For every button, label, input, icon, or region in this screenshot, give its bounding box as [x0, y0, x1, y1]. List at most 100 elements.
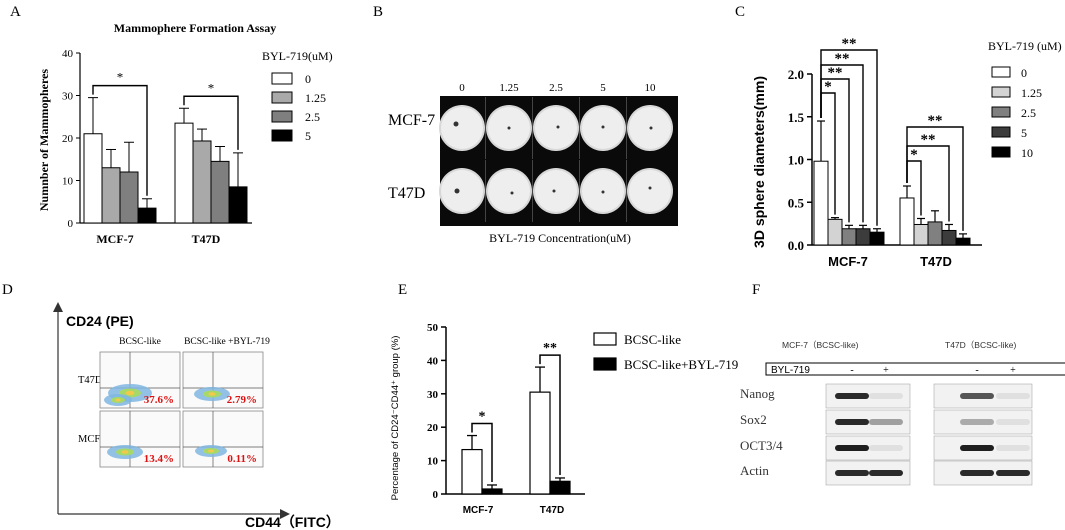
chart-a-significance-label: *: [208, 80, 215, 95]
chart-c-legend-label: 10: [1021, 146, 1033, 160]
blot-band: [996, 470, 1030, 476]
chart-e-significance-bracket: [539, 354, 561, 475]
sphere-concentration-label: 10: [645, 82, 657, 94]
chart-a-legend-label: 0: [305, 72, 311, 86]
chart-e-significance-bracket: [471, 422, 493, 482]
chart-c-bar: [899, 197, 915, 246]
chart-c: 0.00.51.01.52.0 3D sphere diameters(mm) …: [751, 36, 1062, 269]
sphere-well-center: [535, 170, 577, 212]
flow-xlabel: CD44（FITC）: [245, 514, 340, 530]
chart-c-bar: [941, 229, 957, 246]
sphere-spheroid: [454, 188, 460, 194]
chart-c-significance-label: *: [824, 79, 832, 95]
chart-c-legend-swatch: [991, 146, 1011, 158]
sphere-spheroid: [648, 186, 652, 190]
flow-y-arrowhead: [53, 302, 63, 312]
blot-band: [996, 393, 1030, 399]
flow-row-label-mcf7: MCF-7: [78, 434, 109, 445]
chart-c-legend-swatch: [991, 106, 1011, 118]
sphere-image-panel: 0 1.25 2.5 5 10 MCF-7 T47D BYL-719 Concentra…: [388, 82, 678, 245]
sphere-concentration-label: 0: [459, 82, 465, 94]
chart-c-legend-label: 0: [1021, 66, 1027, 80]
blot-band: [960, 419, 994, 425]
sphere-spheroid: [453, 121, 459, 127]
sphere-row-label-t47d: T47D: [388, 185, 425, 202]
chart-a-legend-swatch: [271, 72, 293, 85]
blot-treatment-sign: -: [975, 365, 978, 376]
blot-band: [835, 445, 869, 451]
flow-col-label-control: BCSC-like: [119, 337, 161, 347]
chart-c-bar: [827, 218, 843, 246]
chart-a-legend-title: BYL-719(uM): [262, 49, 333, 63]
blot-treatment-sign: +: [883, 365, 889, 376]
chart-a-title: Mammophere Formation Assay: [114, 21, 276, 35]
chart-c-legend-title: BYL-719 (uM): [988, 39, 1062, 53]
chart-c-ytick-label: 0.5: [788, 195, 805, 210]
chart-a-ytick-label: 20: [62, 133, 74, 145]
chart-a-ylabel: Numnber of Mammopheres: [37, 69, 51, 212]
chart-c-legend-label: 2.5: [1021, 106, 1036, 120]
chart-a-ytick-label: 0: [68, 218, 74, 230]
chart-e-ytick-label: 20: [427, 422, 439, 434]
blot-band: [835, 470, 869, 476]
chart-a-bar: [228, 186, 248, 224]
chart-e-ytick-label: 30: [427, 389, 439, 401]
sphere-well-center: [535, 107, 577, 149]
flow-percentage: 37.6%: [144, 394, 174, 406]
flow-percentage: 0.11%: [227, 453, 257, 465]
western-blot-panel: MCF-7（BCSC-like) T47D（BCSC-like) BYL-719…: [740, 340, 1065, 486]
chart-a-legend-swatch: [271, 91, 293, 104]
blot-protein-label: Nanog: [740, 386, 775, 401]
chart-a-bar: [192, 140, 212, 224]
chart-c-ytick-label: 1.5: [788, 110, 805, 125]
flow-x-arrowhead: [280, 509, 290, 519]
blot-band: [996, 445, 1030, 451]
sphere-concentration-label: 1.25: [499, 82, 519, 94]
chart-c-ytick-label: 2.0: [788, 67, 804, 82]
chart-e-legend-swatch: [593, 332, 617, 346]
flow-event-peak: [121, 450, 129, 454]
flow-event-peak: [125, 390, 135, 396]
blot-band: [869, 419, 903, 425]
chart-a-category-mcf7: MCF-7: [96, 232, 133, 246]
blot-treatment-sign: +: [1010, 365, 1016, 376]
chart-c-bar: [955, 237, 971, 246]
chart-c-bar: [869, 231, 885, 246]
chart-c-bar: [841, 228, 857, 246]
chart-e-significance-label: *: [479, 410, 486, 425]
chart-c-significance-label: **: [835, 51, 850, 67]
blot-protein-label: OCT3/4: [740, 438, 783, 453]
chart-a-bar: [174, 122, 194, 224]
chart-c-bar: [927, 221, 943, 246]
chart-a-significance-bracket: [92, 84, 148, 196]
blot-band: [835, 419, 869, 425]
chart-c-legend-label: 1.25: [1021, 86, 1042, 100]
chart-a-ytick-label: 10: [62, 176, 74, 188]
chart-a-legend-label: 2.5: [305, 110, 320, 124]
sphere-spheroid: [649, 126, 653, 130]
chart-a-bar: [137, 207, 157, 224]
panel-letter-f: F: [752, 282, 761, 298]
chart-c-ytick-label: 1.0: [788, 153, 804, 168]
flow-cytometry-panel: CD24 (PE) CD44（FITC） BCSC-like BCSC-like…: [53, 302, 340, 530]
chart-c-legend-swatch: [991, 126, 1011, 138]
chart-a-ytick-label: 30: [62, 91, 74, 103]
flow-plot-frame: [99, 410, 181, 468]
panel-letter-b: B: [373, 4, 384, 20]
panel-letter-c: C: [735, 4, 746, 20]
chart-a-legend-swatch: [271, 110, 293, 123]
sphere-spheroid: [552, 189, 556, 193]
chart-c-ytick-label: 0.0: [788, 238, 804, 253]
chart-a-significance-label: *: [117, 70, 124, 85]
flow-event-peak: [207, 449, 215, 453]
sphere-well-center: [488, 170, 530, 212]
flow-ylabel: CD24 (PE): [66, 313, 134, 329]
chart-e-ytick-label: 40: [427, 355, 439, 367]
chart-c-legend-label: 5: [1021, 126, 1027, 140]
sphere-well-center: [441, 107, 483, 149]
sphere-spheroid: [601, 125, 605, 129]
chart-c-significance-label: **: [921, 132, 936, 148]
chart-a-legend-label: 5: [305, 129, 311, 143]
blot-band: [960, 445, 994, 451]
chart-e-bar: [529, 391, 551, 495]
